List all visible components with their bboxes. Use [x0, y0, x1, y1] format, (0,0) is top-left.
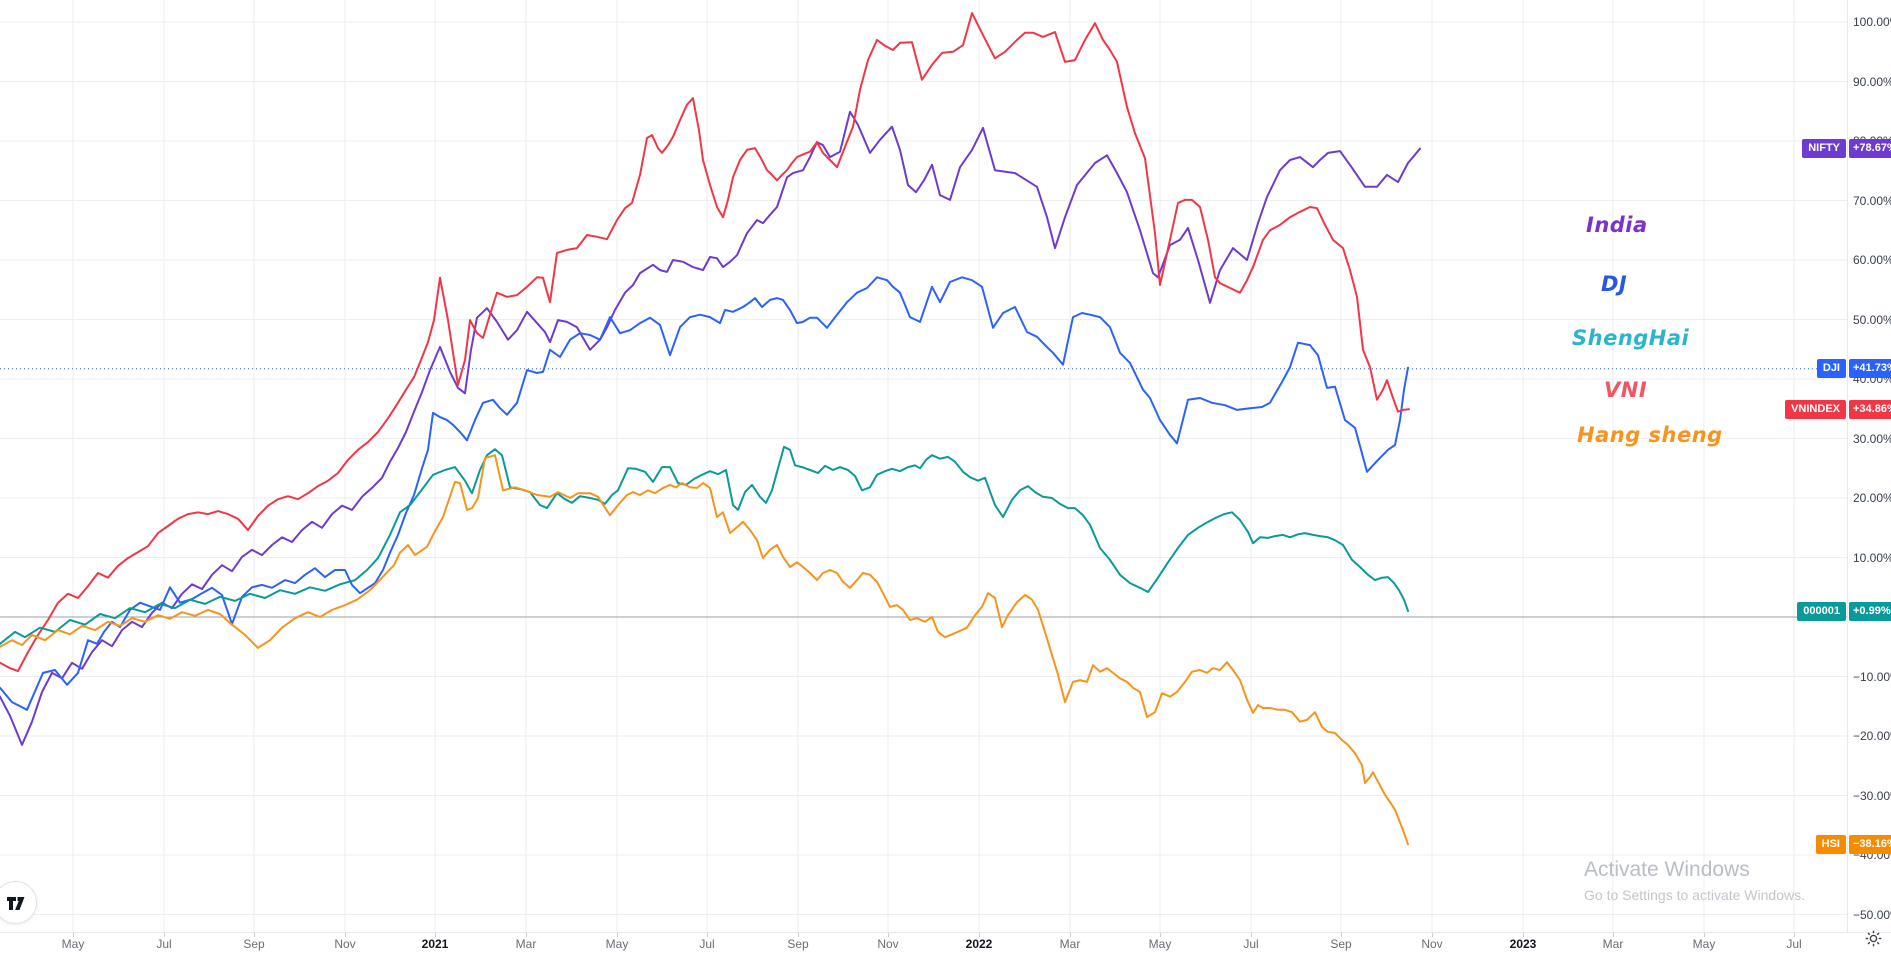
windows-activation-watermark: Activate Windows Go to Settings to activ…: [1584, 858, 1805, 903]
price-axis-label: 70.00%: [1853, 193, 1891, 208]
settings-gear-icon: [1865, 930, 1881, 946]
annotation-vni[interactable]: VNI: [1604, 378, 1648, 402]
settings-gear-button[interactable]: [1862, 927, 1884, 949]
price-axis-label: 90.00%: [1853, 74, 1891, 89]
watermark-line1: Activate Windows: [1584, 858, 1750, 881]
time-axis-label-jul: Jul: [156, 937, 172, 951]
time-axis-tick: [1704, 933, 1705, 937]
price-chip-symbol-dji: DJI: [1816, 359, 1846, 379]
series-line-dji: [0, 276, 1409, 711]
price-chip-symbol-vnindex: VNINDEX: [1785, 400, 1846, 420]
price-chip-value-vnindex: +34.86%: [1849, 400, 1891, 420]
time-axis-tick: [1341, 933, 1342, 937]
price-chip-symbol-hsi: HSI: [1815, 834, 1846, 854]
time-axis-label-sep: Sep: [787, 937, 809, 951]
price-axis-label: 100.00%: [1853, 15, 1891, 29]
annotation-india[interactable]: India: [1586, 213, 1648, 237]
price-chip-symbol-nifty: NIFTY: [1802, 139, 1846, 159]
time-axis-label-sep: Sep: [243, 937, 265, 951]
time-axis-tick: [1251, 933, 1252, 937]
time-axis-tick: [254, 933, 255, 937]
price-axis-label: 60.00%: [1853, 253, 1891, 267]
time-axis-label-may: May: [605, 937, 629, 951]
time-axis-label-2022: 2022: [965, 937, 993, 951]
time-axis-label-may: May: [61, 937, 85, 951]
annotation-shenghai[interactable]: ShengHai: [1572, 326, 1690, 350]
price-chip-symbol-000001: 000001: [1797, 601, 1846, 621]
price-chip-value-nifty: +78.67%: [1849, 139, 1891, 159]
tradingview-logo-icon: [6, 896, 24, 910]
time-axis-label-may: May: [1692, 937, 1716, 951]
time-axis-tick: [888, 933, 889, 937]
price-chip-value-hsi: −38.16%: [1849, 834, 1891, 854]
time-axis-tick: [1613, 933, 1614, 937]
time-axis-tick: [1432, 933, 1433, 937]
time-axis-label-sep: Sep: [1330, 937, 1352, 951]
price-axis-label: −20.00%: [1853, 729, 1891, 743]
time-axis-label-nov: Nov: [334, 937, 356, 951]
time-axis-label-mar: Mar: [1602, 937, 1624, 951]
time-axis-label-nov: Nov: [877, 937, 899, 951]
time-axis-label-nov: Nov: [1421, 937, 1443, 951]
price-axis-label: −30.00%: [1853, 788, 1891, 803]
time-axis-tick: [345, 933, 346, 937]
series-line-nifty: [0, 110, 1421, 746]
time-axis-tick: [979, 933, 980, 937]
time-axis-tick: [1794, 933, 1795, 937]
price-axis-label: 30.00%: [1853, 431, 1891, 446]
time-axis-tick: [617, 933, 618, 937]
time-axis-tick: [1160, 933, 1161, 937]
price-axis-label: 20.00%: [1853, 491, 1891, 505]
series-line-000001: [0, 445, 1409, 645]
time-axis-label-may: May: [1148, 937, 1172, 951]
price-axis-label: −10.00%: [1853, 669, 1891, 684]
time-axis-tick: [1523, 933, 1524, 937]
price-axis-label: 10.00%: [1853, 550, 1891, 565]
price-chip-value-dji: +41.73%: [1849, 359, 1891, 379]
time-axis-tick: [1070, 933, 1071, 937]
series-line-hsi: [0, 454, 1409, 846]
series-line-vnindex: [0, 12, 1410, 673]
time-axis-label-2023: 2023: [1509, 937, 1537, 951]
time-axis[interactable]: May Jul Sep Nov 2021 Mar May Jul Sep Nov 2022 Mar Ma…: [0, 932, 1891, 953]
annotation-hang-sheng[interactable]: Hang sheng: [1577, 423, 1723, 447]
price-axis-label: −50.00%: [1853, 907, 1891, 922]
annotation-dj[interactable]: DJ: [1601, 272, 1628, 296]
time-axis-label-jul: Jul: [699, 937, 715, 951]
watermark-line2: Go to Settings to activate Windows.: [1584, 887, 1805, 903]
time-axis-label-2021: 2021: [421, 937, 449, 951]
time-axis-tick: [435, 933, 436, 937]
time-axis-tick: [798, 933, 799, 937]
time-axis-tick: [707, 933, 708, 937]
time-axis-tick: [73, 933, 74, 937]
time-axis-label-mar: Mar: [1059, 937, 1081, 951]
tradingview-logo-button[interactable]: [0, 881, 37, 924]
price-axis-label: 50.00%: [1853, 312, 1891, 327]
time-axis-label-jul: Jul: [1243, 937, 1259, 951]
time-axis-tick: [526, 933, 527, 937]
price-chip-value-000001: +0.99%: [1849, 601, 1891, 621]
time-axis-label-jul: Jul: [1786, 937, 1802, 951]
time-axis-tick: [164, 933, 165, 937]
time-axis-label-mar: Mar: [515, 937, 537, 951]
